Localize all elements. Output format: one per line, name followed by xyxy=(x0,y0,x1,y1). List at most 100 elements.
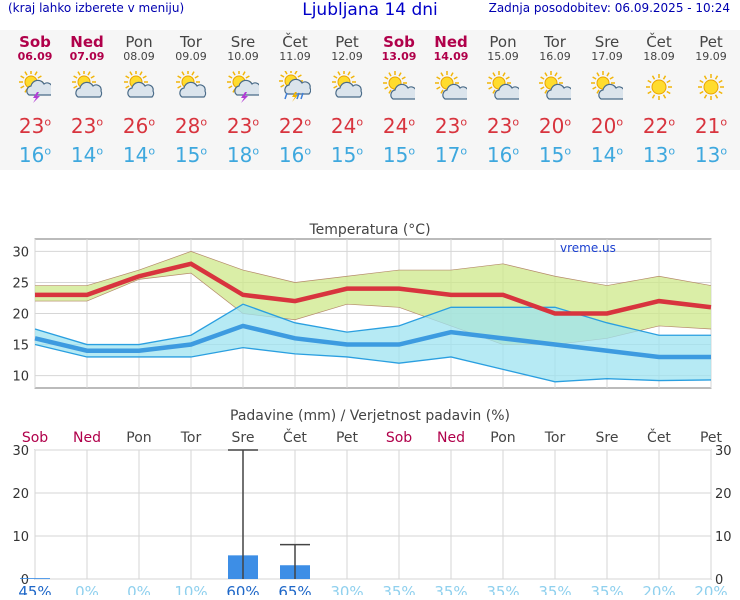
partly-cloudy-icon xyxy=(332,71,363,98)
day-name: Sob xyxy=(19,33,51,51)
y-tick-label: 30 xyxy=(12,245,29,260)
temp-max: 20o xyxy=(590,114,624,138)
page-title: Ljubljana 14 dni xyxy=(302,0,438,20)
day-label: Sre xyxy=(596,430,619,446)
temp-max: 24o xyxy=(382,114,416,138)
sun-cloud-icon xyxy=(539,71,571,100)
day-name: Sre xyxy=(594,33,620,51)
partly-cloudy-icon xyxy=(124,71,155,98)
plot-area xyxy=(34,449,712,580)
y-tick-label-left: 20 xyxy=(12,487,29,502)
day-name: Pon xyxy=(125,33,153,51)
sun-cloud-icon xyxy=(487,71,519,100)
max-temp-range-upper xyxy=(35,251,712,286)
precip-probability: 35% xyxy=(538,583,571,595)
day-date: 16.09 xyxy=(539,50,571,63)
temp-min: 15o xyxy=(330,143,364,167)
temp-min: 13o xyxy=(694,143,728,167)
temp-min: 17o xyxy=(434,143,468,167)
precip-probability: 65% xyxy=(278,583,311,595)
header-bar: (kraj lahko izberete v meniju) Ljubljana… xyxy=(0,0,740,20)
watermark: vreme.us xyxy=(560,241,616,255)
max-temp-line xyxy=(35,261,712,316)
temp-max: 23o xyxy=(18,114,52,138)
precipitation-chart: Padavine (mm) / Verjetnost padavin (%) So… xyxy=(12,408,732,595)
daily-forecast-strip: Sob 06.09 23o 16o Ned 07.09 23o 14o Pon 08.09 26o 1… xyxy=(0,30,740,170)
day-label: Pet xyxy=(336,430,359,446)
day-label: Ned xyxy=(73,430,101,446)
min-temp-line xyxy=(34,323,711,360)
day-name: Sob xyxy=(383,33,415,51)
temp-min: 16o xyxy=(486,143,520,167)
y-tick-label: 10 xyxy=(12,370,29,385)
day-date: 13.09 xyxy=(381,50,417,63)
y-tick-label: 25 xyxy=(12,276,29,291)
day-name: Pon xyxy=(489,33,517,51)
temp-max: 23o xyxy=(434,114,468,138)
precip-probability: 10% xyxy=(174,583,207,595)
thunderstorm-sun-icon xyxy=(227,71,259,103)
day-date: 06.09 xyxy=(17,50,53,63)
precip-probability: 0% xyxy=(127,583,151,595)
temp-min: 14o xyxy=(590,143,624,167)
day-name: Čet xyxy=(646,33,672,51)
precip-probability: 35% xyxy=(434,583,467,595)
precip-probability: 30% xyxy=(330,583,363,595)
temp-max: 21o xyxy=(694,114,728,138)
day-date: 14.09 xyxy=(433,50,469,63)
day-label: Pon xyxy=(490,430,515,446)
temp-min: 15o xyxy=(382,143,416,167)
day-label: Tor xyxy=(544,430,566,446)
day-name: Tor xyxy=(544,33,566,51)
precipitation-chart-title: Padavine (mm) / Verjetnost padavin (%) xyxy=(230,408,510,424)
day-label: Čet xyxy=(283,428,307,446)
precip-probability: 20% xyxy=(694,583,727,595)
min-temp-range-upper xyxy=(34,303,711,346)
thunderstorm-sun-icon xyxy=(19,71,51,103)
temperature-chart-title: Temperatura (°C) xyxy=(308,222,430,238)
temp-min: 13o xyxy=(642,143,676,167)
precip-probability: 20% xyxy=(642,583,675,595)
day-label: Ned xyxy=(437,430,465,446)
temp-min: 16o xyxy=(18,143,52,167)
day-date: 11.09 xyxy=(279,50,311,63)
temp-min: 15o xyxy=(174,143,208,167)
location-menu-hint[interactable]: (kraj lahko izberete v meniju) xyxy=(8,1,185,15)
temp-max: 28o xyxy=(174,114,208,138)
temp-max: 20o xyxy=(538,114,572,138)
y-tick-label-left: 0 xyxy=(21,573,29,588)
day-name: Tor xyxy=(180,33,202,51)
min-temp-range-lower xyxy=(34,343,712,383)
partly-cloudy-icon xyxy=(176,71,207,98)
day-name: Pet xyxy=(699,33,723,51)
temp-max: 23o xyxy=(70,114,104,138)
day-label: Pon xyxy=(126,430,151,446)
precip-bar xyxy=(20,578,50,579)
day-label: Pet xyxy=(700,430,723,446)
temp-max: 23o xyxy=(226,114,260,138)
sun-icon xyxy=(698,74,724,100)
y-tick-label-right: 10 xyxy=(715,530,732,545)
precip-probability: 35% xyxy=(486,583,519,595)
day-date: 17.09 xyxy=(591,50,623,63)
partly-cloudy-icon xyxy=(72,71,103,98)
day-date: 15.09 xyxy=(487,50,519,63)
y-tick-label: 20 xyxy=(12,308,29,323)
day-label: Sre xyxy=(232,430,255,446)
day-date: 12.09 xyxy=(331,50,363,63)
day-date: 10.09 xyxy=(227,50,259,63)
precip-probability: 35% xyxy=(382,583,415,595)
day-date: 07.09 xyxy=(69,50,105,63)
temp-min: 18o xyxy=(226,143,260,167)
temp-max: 22o xyxy=(642,114,676,138)
y-tick-label-right: 20 xyxy=(715,487,732,502)
day-name: Ned xyxy=(70,33,104,51)
precip-probability: 0% xyxy=(75,583,99,595)
temp-min: 15o xyxy=(538,143,572,167)
y-tick-label-left: 30 xyxy=(12,444,29,459)
temp-max: 26o xyxy=(122,114,156,138)
day-date: 09.09 xyxy=(175,50,207,63)
y-tick-label-right: 0 xyxy=(715,573,723,588)
precip-probability: 60% xyxy=(226,583,259,595)
day-date: 18.09 xyxy=(643,50,675,63)
